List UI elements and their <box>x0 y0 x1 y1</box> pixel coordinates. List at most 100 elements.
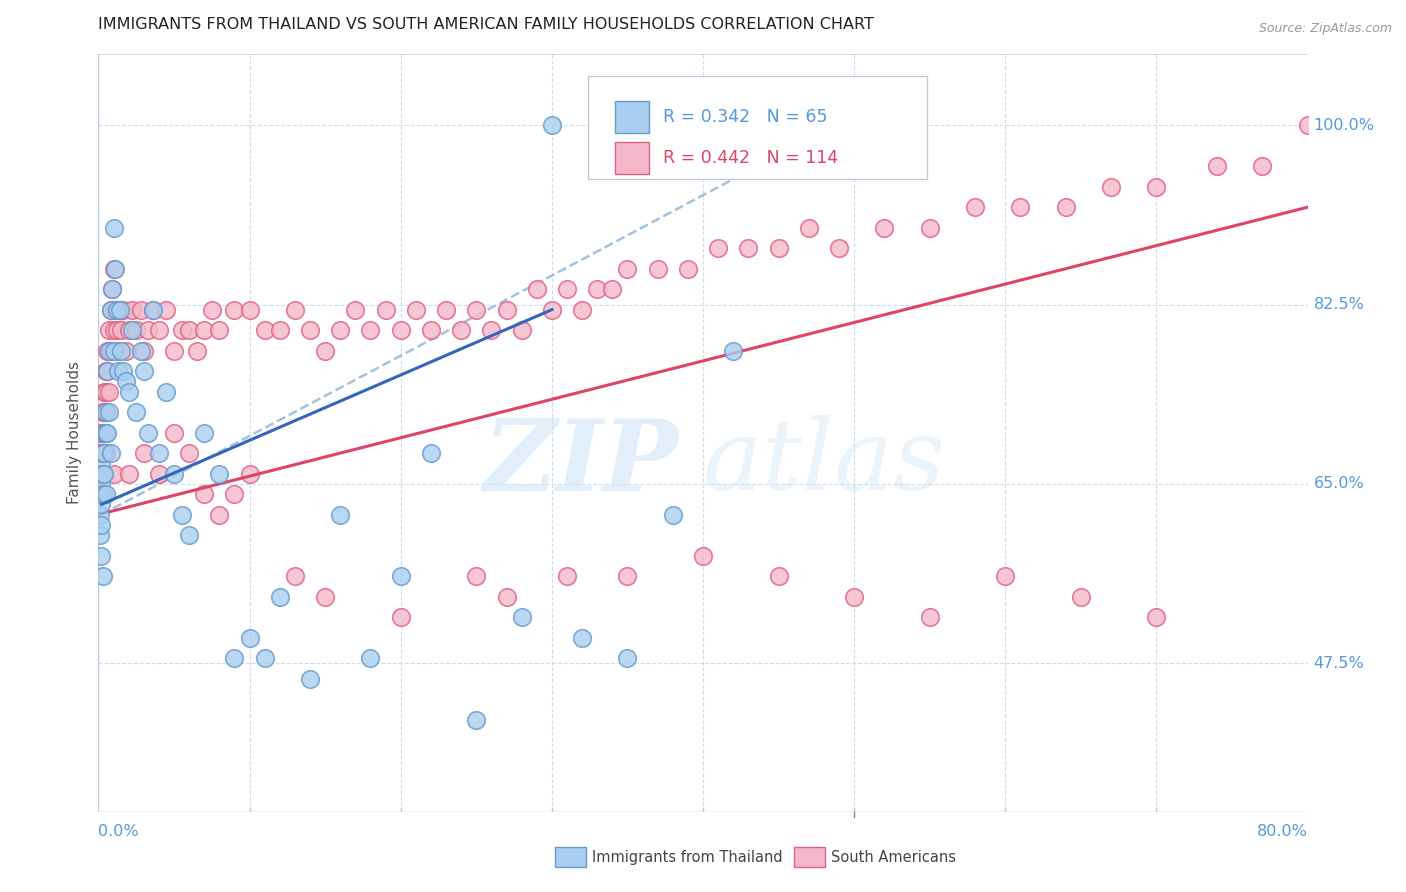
Point <box>107 364 129 378</box>
Point <box>571 302 593 317</box>
Point <box>299 672 322 686</box>
Point <box>450 323 472 337</box>
Point <box>148 467 170 481</box>
Point <box>768 241 790 255</box>
Point <box>224 302 246 317</box>
Point <box>481 323 503 337</box>
Point <box>104 302 127 317</box>
Point <box>90 476 112 491</box>
Point <box>94 425 117 440</box>
Point <box>91 425 114 440</box>
Point <box>101 282 124 296</box>
Text: Immigrants from Thailand: Immigrants from Thailand <box>592 850 783 864</box>
Point <box>208 323 231 337</box>
Point <box>329 508 352 522</box>
Point <box>768 569 790 583</box>
Point <box>555 569 578 583</box>
Point <box>100 446 122 460</box>
Point <box>186 343 208 358</box>
FancyBboxPatch shape <box>588 77 927 178</box>
Point <box>965 200 987 214</box>
Point <box>797 220 820 235</box>
Point <box>100 302 122 317</box>
Point <box>314 590 336 604</box>
Point <box>98 384 121 399</box>
Point <box>111 364 134 378</box>
Point <box>389 610 412 624</box>
Point <box>155 384 177 399</box>
Point <box>647 261 669 276</box>
Point <box>224 487 246 501</box>
Point <box>103 343 125 358</box>
Point <box>1296 118 1319 132</box>
Point <box>93 467 115 481</box>
Point <box>93 446 115 460</box>
Point <box>114 375 136 389</box>
Point <box>510 323 533 337</box>
Point <box>170 323 193 337</box>
Text: ZIP: ZIP <box>484 415 679 511</box>
Point <box>465 569 488 583</box>
Point <box>208 508 231 522</box>
Point <box>103 323 125 337</box>
Point <box>114 343 136 358</box>
Point <box>90 425 112 440</box>
Point <box>201 302 224 317</box>
Point <box>661 508 683 522</box>
Point <box>1144 610 1167 624</box>
Point <box>193 323 215 337</box>
Point <box>510 610 533 624</box>
Point <box>602 282 624 296</box>
Point <box>873 220 896 235</box>
Point <box>91 446 114 460</box>
Point <box>93 425 115 440</box>
Point <box>420 323 443 337</box>
Point <box>148 323 170 337</box>
Point <box>844 590 866 604</box>
Point <box>93 405 115 419</box>
Bar <box>614 142 648 174</box>
Point <box>91 487 114 501</box>
Point <box>193 425 215 440</box>
Point <box>616 261 638 276</box>
Point <box>142 302 165 317</box>
Point <box>284 569 307 583</box>
Point <box>918 610 941 624</box>
Text: 82.5%: 82.5% <box>1313 297 1364 312</box>
Point <box>224 651 246 665</box>
Point <box>90 549 112 563</box>
Point <box>284 302 307 317</box>
Point <box>132 364 155 378</box>
Point <box>125 405 148 419</box>
Point <box>132 446 155 460</box>
Point <box>89 487 111 501</box>
Point <box>103 261 125 276</box>
Point <box>155 302 177 317</box>
Point <box>121 302 143 317</box>
Point <box>526 282 548 296</box>
Point <box>374 302 396 317</box>
Point <box>90 456 112 470</box>
Point <box>239 631 262 645</box>
Point <box>253 651 276 665</box>
Point <box>179 446 201 460</box>
Point <box>105 302 128 317</box>
Point <box>737 241 759 255</box>
Point <box>90 467 112 481</box>
Point <box>495 590 517 604</box>
Point <box>1099 179 1122 194</box>
Point <box>110 343 132 358</box>
Point <box>89 446 111 460</box>
Point <box>100 343 122 358</box>
Point <box>1010 200 1032 214</box>
Point <box>94 405 117 419</box>
Point <box>96 343 118 358</box>
Point <box>405 302 427 317</box>
Text: South Americans: South Americans <box>831 850 956 864</box>
Point <box>723 343 745 358</box>
Point <box>918 220 941 235</box>
Point <box>142 302 165 317</box>
Point <box>239 467 262 481</box>
Point <box>828 241 851 255</box>
Point <box>94 384 117 399</box>
